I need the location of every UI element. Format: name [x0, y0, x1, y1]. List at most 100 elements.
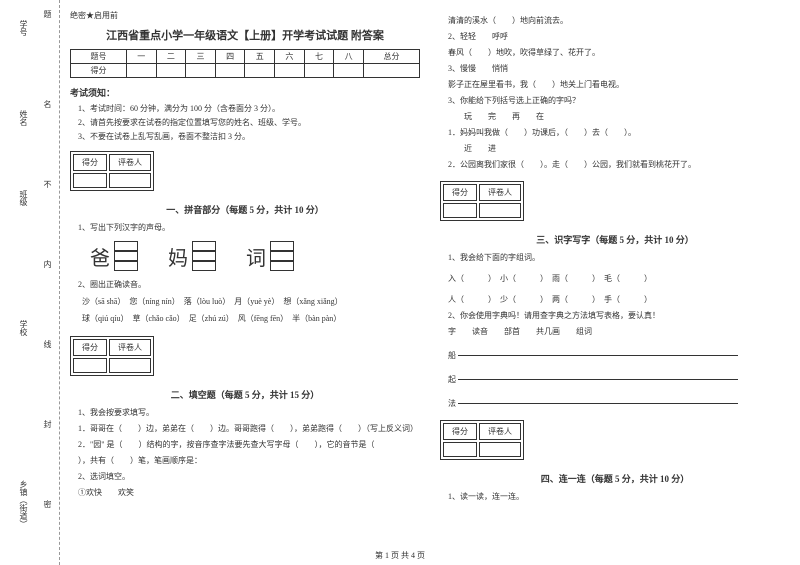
rating-box: 得分评卷人 — [70, 151, 154, 191]
score-row-label: 得分 — [71, 64, 127, 78]
char-ba: 爸 — [90, 242, 110, 271]
score-header: 二 — [156, 50, 186, 64]
page-footer: 第 1 页 共 4 页 — [0, 550, 800, 561]
tian-grid-1[interactable] — [114, 241, 138, 271]
char-item: 词 — [246, 241, 294, 271]
blank-line[interactable] — [458, 368, 738, 380]
score-header: 四 — [215, 50, 245, 64]
q1-1: 1、写出下列汉字的声母。 — [70, 222, 420, 233]
rating-box-2: 得分评卷人 — [70, 336, 154, 376]
q2-2: 2、选词填空。 — [70, 471, 420, 482]
dict-row: 法 — [440, 390, 790, 409]
rating-cell[interactable] — [479, 203, 521, 218]
rating-cell[interactable] — [73, 173, 107, 188]
notice-item: 1、考试时间：60 分钟，满分为 100 分（含卷面分 3 分）。 — [70, 103, 420, 114]
binding-label-xuehao: 学号 — [18, 20, 29, 36]
score-table: 题号 一 二 三 四 五 六 七 八 总分 得分 — [70, 49, 420, 78]
binding-margin: 学号 题 姓名 名 班级 不 内 学校 线 封 乡镇（街道） 密 — [0, 0, 60, 565]
q3-2: 2、你会使用字典吗！请用查字典之方法填写表格，要认真！ — [440, 310, 790, 321]
q2-1-line3: ），共有（ ）笔，笔画顺序是： — [70, 455, 420, 466]
q2-1-line2: 2．"园" 是（ ）结构的字，按音序查字法要先查大写字母（ ），它的音节是（ — [70, 439, 420, 450]
rating-cell[interactable] — [443, 442, 477, 457]
q3-line: 近 进 — [440, 143, 790, 154]
vert-bu: 不 — [42, 180, 53, 188]
q3-1-line1: 入（ ） 小（ ） 雨（ ） 毛（ ） — [440, 273, 790, 284]
rating-label: 评卷人 — [479, 184, 521, 201]
section-2-title: 二、填空题（每题 5 分，共计 15 分） — [70, 388, 420, 401]
q3: 3、你能给下列括号选上正确的字吗？ — [440, 95, 790, 106]
notice-item: 3、不要在试卷上乱写乱画，卷面不整洁扣 3 分。 — [70, 131, 420, 142]
notice-item: 2、请首先按要求在试卷的指定位置填写您的姓名、班级、学号。 — [70, 117, 420, 128]
q4-1: 1、读一读，连一连。 — [440, 491, 790, 502]
rating-label: 得分 — [73, 339, 107, 356]
left-column: 绝密★启用前 江西省重点小学一年级语文【上册】开学考试试题 附答案 题号 一 二… — [70, 10, 420, 507]
rating-label: 得分 — [443, 423, 477, 440]
r-line: 清清的溪水（ ）地向前流去。 — [440, 15, 790, 26]
page-content: 绝密★启用前 江西省重点小学一年级语文【上册】开学考试试题 附答案 题号 一 二… — [70, 10, 790, 507]
score-header: 一 — [126, 50, 156, 64]
q3-line: 1．妈妈叫我做（ ）功课后，（ ）去（ ）。 — [440, 127, 790, 138]
char-ci: 词 — [246, 242, 266, 271]
blank-line[interactable] — [458, 344, 738, 356]
score-cell[interactable] — [215, 64, 245, 78]
vert-ming: 名 — [42, 100, 53, 108]
right-column: 清清的溪水（ ）地向前流去。 2、轻轻 呼呼 春风（ ）地吹，吹得草绿了、花开了… — [440, 10, 790, 507]
score-cell[interactable] — [245, 64, 275, 78]
binding-label-xiangzhen: 乡镇（街道） — [18, 480, 29, 528]
blank-line[interactable] — [458, 392, 738, 404]
q3-line: 2．公园离我们家很（ ）。走（ ）公园，我们就看到桃花开了。 — [440, 159, 790, 170]
q3-1-line2: 人（ ） 少（ ） 两（ ） 手（ ） — [440, 294, 790, 305]
vert-mi: 密 — [42, 500, 53, 508]
char-boxes: 爸 妈 词 — [90, 241, 420, 271]
rating-cell[interactable] — [109, 358, 151, 373]
score-header: 三 — [186, 50, 216, 64]
rating-cell[interactable] — [73, 358, 107, 373]
rating-cell[interactable] — [109, 173, 151, 188]
vert-ti: 题 — [42, 10, 53, 18]
char-ma: 妈 — [168, 242, 188, 271]
score-header: 七 — [304, 50, 334, 64]
section-1-title: 一、拼音部分（每题 5 分，共计 10 分） — [70, 203, 420, 216]
q2-1: 1、我会按要求填写。 — [70, 407, 420, 418]
q2-1-line: 1．哥哥在（ ）边，弟弟在（ ）边。哥哥跑得（ ），弟弟跑得（ ）（写上反义词） — [70, 423, 420, 434]
score-cell[interactable] — [126, 64, 156, 78]
char-item: 妈 — [168, 241, 216, 271]
q3-1: 1、我会给下面的字组词。 — [440, 252, 790, 263]
rating-cell[interactable] — [479, 442, 521, 457]
vert-xian: 线 — [42, 340, 53, 348]
secret-mark: 绝密★启用前 — [70, 10, 420, 21]
binding-label-xuexiao: 学校 — [18, 320, 29, 336]
char-item: 爸 — [90, 241, 138, 271]
notice-title: 考试须知： — [70, 86, 420, 99]
section-3-title: 三、识字写字（每题 5 分，共计 10 分） — [440, 233, 790, 246]
binding-label-banji: 班级 — [18, 190, 29, 206]
tian-grid-3[interactable] — [270, 241, 294, 271]
pinyin-line-2: 球（qiú qíu） 草（chǎo cǎo） 足（zhú zú） 风（fēng … — [82, 313, 420, 324]
q1-2: 2、圈出正确读音。 — [70, 279, 420, 290]
vert-nei: 内 — [42, 260, 53, 268]
exam-title: 江西省重点小学一年级语文【上册】开学考试试题 附答案 — [70, 27, 420, 43]
score-header: 六 — [275, 50, 305, 64]
dict-row: 起 — [440, 366, 790, 385]
rating-label: 评卷人 — [109, 339, 151, 356]
section-4-title: 四、连一连（每题 5 分，共计 10 分） — [440, 472, 790, 485]
pinyin-line-1: 沙（sā shā） 您（níng nín） 落（lòu luò） 月（yuè y… — [82, 296, 420, 307]
score-cell[interactable] — [186, 64, 216, 78]
q3-2-cols: 字 读音 部首 共几画 组词 — [440, 326, 790, 337]
vert-feng: 封 — [42, 420, 53, 428]
score-cell[interactable] — [304, 64, 334, 78]
rating-box-4: 得分评卷人 — [440, 420, 524, 460]
score-cell[interactable] — [156, 64, 186, 78]
r-line: 3、慢慢 悄悄 — [440, 63, 790, 74]
rating-cell[interactable] — [443, 203, 477, 218]
tian-grid-2[interactable] — [192, 241, 216, 271]
score-cell[interactable] — [334, 64, 364, 78]
score-cell[interactable] — [275, 64, 305, 78]
score-header: 八 — [334, 50, 364, 64]
r-line: 春风（ ）地吹，吹得草绿了、花开了。 — [440, 47, 790, 58]
rating-label: 评卷人 — [479, 423, 521, 440]
rating-label: 评卷人 — [109, 154, 151, 171]
score-cell[interactable] — [363, 64, 419, 78]
dict-row: 船 — [440, 342, 790, 361]
r-line: 2、轻轻 呼呼 — [440, 31, 790, 42]
